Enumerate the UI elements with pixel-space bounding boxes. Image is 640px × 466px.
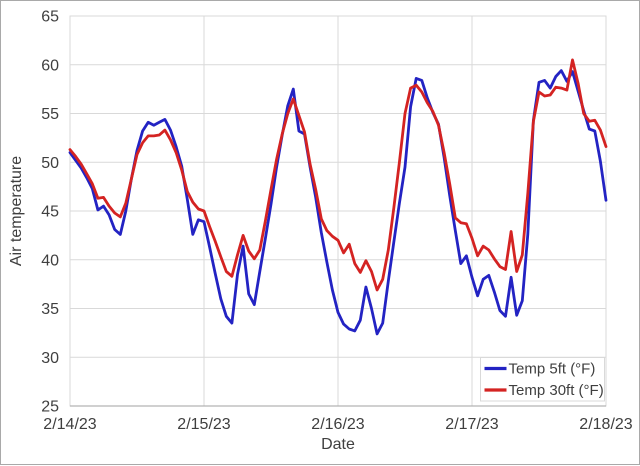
y-tick-label: 30	[41, 350, 59, 367]
legend-label-temp-30ft: Temp 30ft (°F)	[509, 382, 604, 399]
y-tick-label: 40	[41, 252, 59, 269]
legend-item: Temp 5ft (°F)	[484, 361, 596, 378]
tick-labels: 25 30 35 40 45 50 55 60 65 2/14/23 2/15/23 2/16/23 2…	[41, 9, 633, 434]
x-tick-label: 2/14/23	[43, 416, 96, 433]
legend-item: Temp 30ft (°F)	[484, 382, 604, 399]
legend: Temp 5ft (°F) Temp 30ft (°F)	[480, 357, 605, 402]
x-tick-label: 2/15/23	[177, 416, 230, 433]
y-axis-title: Air temperature	[8, 156, 25, 266]
y-tick-label: 35	[41, 301, 59, 318]
y-tick-label: 65	[41, 9, 59, 26]
y-tick-label: 60	[41, 57, 59, 74]
y-tick-label: 55	[41, 106, 59, 123]
series-line-temp-30ft	[68, 58, 608, 292]
gridlines	[70, 16, 606, 406]
legend-box	[480, 357, 605, 402]
y-tick-label: 25	[41, 399, 59, 416]
x-tick-label: 2/17/23	[445, 416, 498, 433]
series-line-temp-5ft	[68, 69, 608, 336]
x-axis-title: Date	[321, 436, 355, 453]
x-tick-label: 2/18/23	[579, 416, 632, 433]
y-tick-label: 45	[41, 204, 59, 221]
series-lines	[68, 58, 608, 336]
y-tick-label: 50	[41, 155, 59, 172]
x-tick-label: 2/16/23	[311, 416, 364, 433]
legend-label-temp-5ft: Temp 5ft (°F)	[509, 361, 596, 378]
